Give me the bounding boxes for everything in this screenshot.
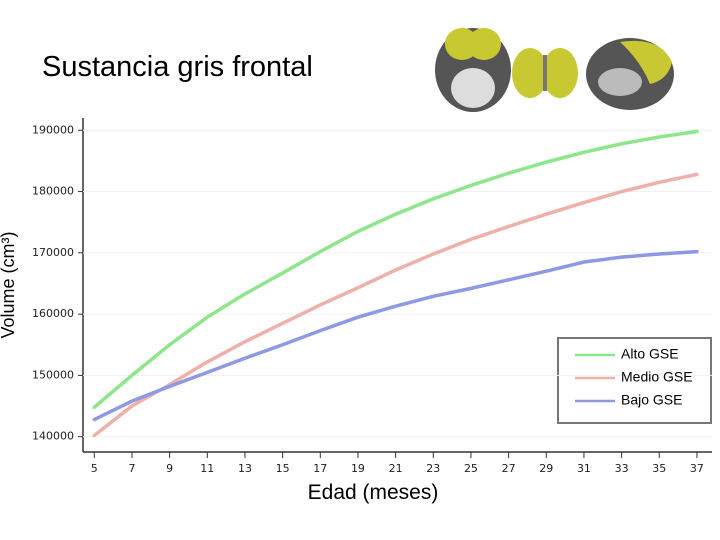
series-line <box>92 129 699 410</box>
y-axis-label: Volume (cm³) <box>0 231 18 338</box>
legend-label: Medio GSE <box>621 369 693 385</box>
legend-label: Alto GSE <box>621 346 679 362</box>
y-tick-label: 180000 <box>32 185 74 198</box>
x-tick-label: 27 <box>502 462 516 475</box>
series-line <box>92 249 699 422</box>
x-tick-label: 37 <box>690 462 704 475</box>
x-tick-label: 19 <box>351 462 365 475</box>
chart-title: Sustancia gris frontal <box>42 51 313 83</box>
x-tick-label: 13 <box>238 462 252 475</box>
brain-images <box>435 28 674 112</box>
y-tick-label: 160000 <box>32 307 74 320</box>
x-tick-label: 31 <box>577 462 591 475</box>
x-tick-label: 7 <box>128 462 135 475</box>
x-tick-label: 11 <box>200 462 214 475</box>
y-tick-label: 190000 <box>32 123 74 136</box>
x-tick-label: 35 <box>652 462 666 475</box>
x-tick-label: 5 <box>91 462 98 475</box>
y-tick-label: 170000 <box>32 246 74 259</box>
x-tick-label: 33 <box>615 462 629 475</box>
legend-label: Bajo GSE <box>621 392 682 408</box>
x-tick-label: 15 <box>276 462 290 475</box>
y-tick-label: 140000 <box>32 430 74 443</box>
x-tick-label: 23 <box>426 462 440 475</box>
series-line <box>92 172 699 438</box>
x-tick-label: 21 <box>389 462 403 475</box>
y-tick-label: 150000 <box>32 368 74 381</box>
x-tick-label: 17 <box>313 462 327 475</box>
legend-box <box>557 337 712 424</box>
x-tick-label: 25 <box>464 462 478 475</box>
x-tick-label: 29 <box>539 462 553 475</box>
x-tick-label: 9 <box>166 462 173 475</box>
x-axis-label: Edad (meses) <box>308 481 439 504</box>
